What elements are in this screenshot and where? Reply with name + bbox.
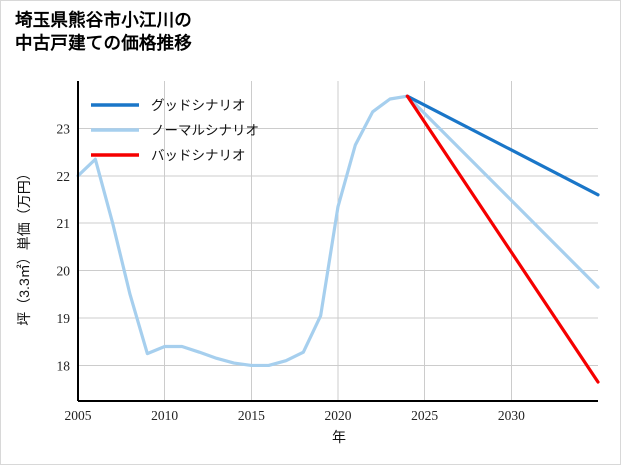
- y-axis-label: 坪（3.3㎡）単価（万円）: [16, 166, 32, 325]
- chart-title: 埼玉県熊谷市小江川の 中古戸建ての価格推移: [15, 10, 192, 54]
- series-line-グッドシナリオ: [405, 94, 600, 197]
- legend-label: グッドシナリオ: [151, 98, 246, 113]
- x-tick-label: 2020: [325, 408, 352, 423]
- series-line-バッドシナリオ: [405, 94, 600, 384]
- x-tick-label: 2025: [411, 408, 438, 423]
- series-lines: [76, 94, 600, 384]
- x-tick-label: 2015: [238, 408, 265, 423]
- axis-spines: [76, 81, 598, 403]
- x-tick-label: 2010: [151, 408, 178, 423]
- legend-label: バッドシナリオ: [151, 148, 246, 163]
- y-tick-label: 19: [57, 311, 71, 326]
- x-tick-label: 2030: [498, 408, 525, 423]
- y-tick-label: 22: [57, 169, 71, 184]
- y-axis-tick-labels: 18 19 20 21 22 23: [57, 121, 71, 373]
- y-tick-label: 21: [57, 216, 71, 231]
- legend-label: ノーマルシナリオ: [151, 123, 259, 138]
- x-tick-label: 2005: [65, 408, 92, 423]
- y-tick-label: 20: [57, 264, 71, 279]
- series-line-ノーマルシナリオ: [76, 94, 600, 368]
- x-axis-tick-labels: 2005 2010 2015 2020 2025 2030: [65, 408, 526, 423]
- x-axis-label: 年: [332, 429, 346, 445]
- y-tick-label: 23: [57, 121, 71, 136]
- y-tick-label: 18: [57, 358, 71, 373]
